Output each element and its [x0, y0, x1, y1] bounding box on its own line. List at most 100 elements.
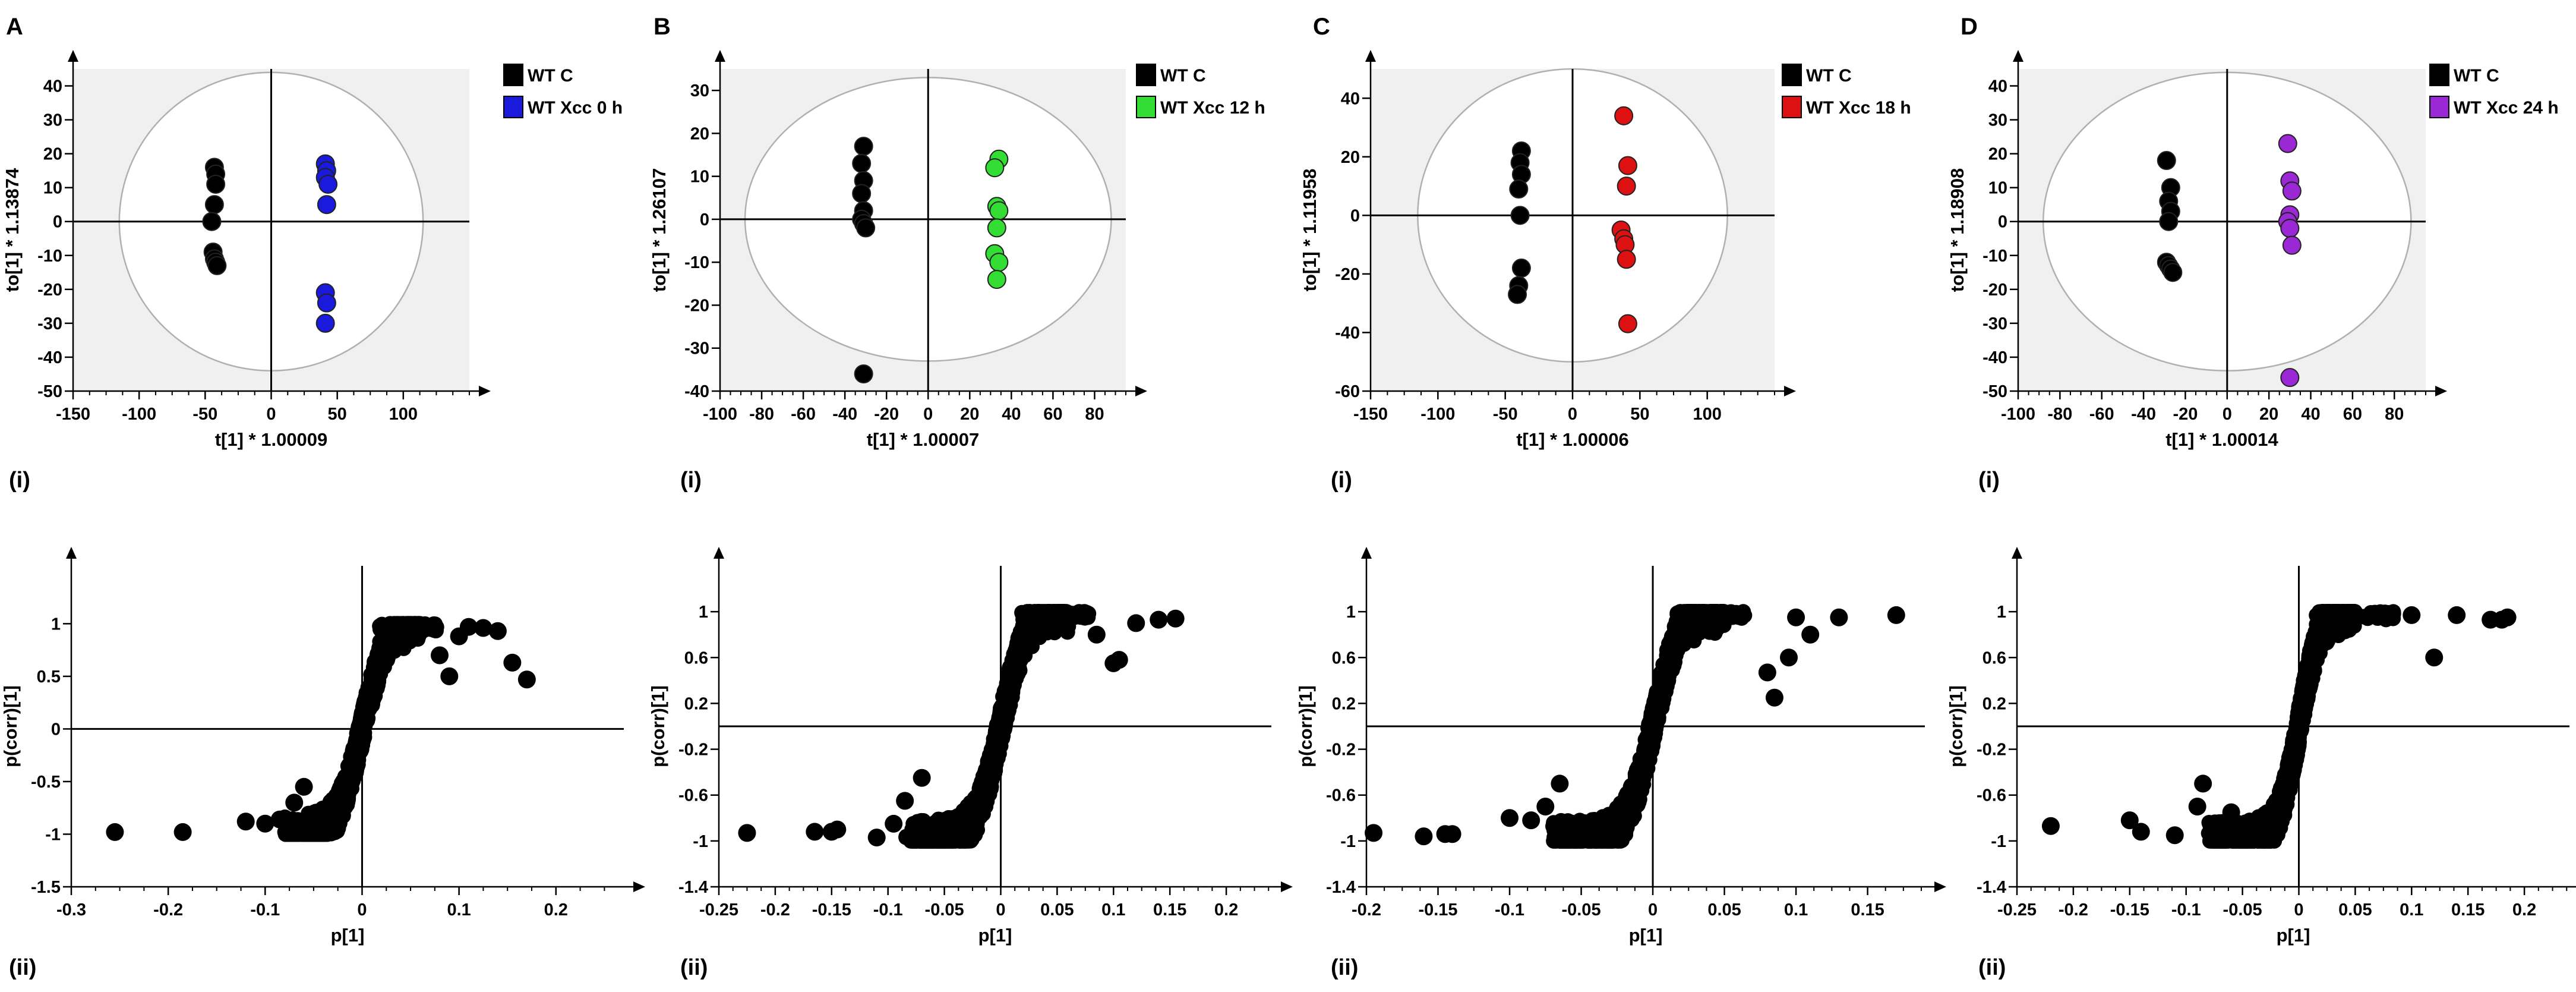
data-point: [2159, 212, 2179, 231]
x-axis-arrow: [633, 881, 645, 892]
y-tick-label: 10: [1988, 179, 2007, 198]
x-axis-title: p[1]: [331, 925, 365, 946]
x-tick-label: -0.1: [250, 900, 280, 919]
y-tick-label: 0.6: [1982, 648, 2006, 667]
variable-cloud: [277, 616, 444, 842]
chart-5: -0.25 -0.2 -0.15 -0.1 -0.05 0 0.05 0.1 0.15 0.2 -1…: [648, 547, 1293, 946]
variable-point: [303, 819, 319, 835]
x-tick-label: 0.05: [2338, 900, 2372, 919]
legend-label: WT C: [528, 66, 573, 86]
y-axis-title: p(corr)[1]: [1946, 685, 1966, 767]
variable-point: [1681, 604, 1697, 621]
x-tick-label: -150: [56, 405, 90, 424]
data-point: [913, 769, 931, 787]
x-tick-label: 0.1: [447, 900, 471, 919]
data-point: [450, 627, 468, 645]
data-point: [1887, 606, 1905, 624]
y-tick-label: -1: [693, 832, 708, 851]
data-point: [207, 256, 227, 275]
data-point: [315, 313, 335, 333]
x-axis-title: p[1]: [978, 925, 1012, 946]
variable-point: [1077, 604, 1093, 620]
outlier-points: [2041, 606, 2517, 845]
y-tick-label: 1: [1346, 603, 1356, 622]
panel-c: C (i) (ii): [1313, 14, 1358, 980]
data-point: [2282, 181, 2302, 201]
variable-point: [378, 642, 394, 658]
x-tick-label: -150: [1353, 405, 1388, 424]
data-point: [2222, 803, 2240, 821]
data-point: [2278, 134, 2297, 153]
data-point: [1787, 608, 1805, 626]
series-control: [852, 137, 876, 384]
legend-swatch: [1136, 96, 1156, 118]
y-tick-label: -1.4: [1326, 878, 1356, 897]
y-tick-label: 0: [1998, 213, 2007, 232]
variable-point: [375, 657, 391, 673]
data-point: [318, 174, 338, 194]
y-tick-label: 20: [43, 145, 62, 164]
data-point: [295, 777, 313, 796]
data-point: [2403, 606, 2421, 624]
data-point: [270, 810, 289, 829]
y-axis-title: to[1] * 1.18908: [1947, 168, 1968, 292]
y-tick-label: -10: [37, 247, 62, 266]
x-tick-label: -0.05: [925, 900, 964, 919]
x-tick-label: -0.1: [1495, 900, 1524, 919]
x-tick-label: -0.25: [699, 900, 738, 919]
sublabel-d-ii: (ii): [1978, 955, 2006, 980]
variable-point: [1669, 605, 1685, 621]
data-point: [1536, 798, 1555, 815]
x-tick-label: 40: [2301, 405, 2320, 424]
data-point: [503, 653, 522, 672]
y-axis-title: p(corr)[1]: [648, 685, 668, 767]
variable-point: [2290, 742, 2306, 758]
legend: WT C WT Xcc 0 h: [503, 64, 623, 118]
y-tick-label: 30: [1988, 111, 2007, 130]
data-point: [1415, 827, 1433, 846]
variable-point: [907, 830, 923, 846]
variable-point: [2296, 679, 2312, 695]
variable-point: [956, 829, 973, 845]
variable-cloud: [898, 604, 1097, 849]
sublabel-c-i: (i): [1331, 468, 1352, 493]
x-tick-label: -0.05: [1561, 900, 1600, 919]
data-point: [1509, 179, 1529, 199]
variable-point: [2289, 726, 2305, 742]
legend-swatch: [1782, 96, 1802, 118]
legend-swatch: [2429, 96, 2449, 118]
data-point: [1150, 610, 1168, 629]
legend: WT C WT Xcc 18 h: [1782, 64, 1911, 118]
x-axis-title: t[1] * 1.00014: [2165, 429, 2278, 450]
data-point: [2280, 368, 2300, 388]
y-tick-label: 0: [51, 720, 61, 739]
chart-3: -100 -80 -60 -40 -20 0 20 40 60 80-50-40-30-20-10…: [1947, 50, 2559, 450]
variable-cloud: [1545, 604, 1753, 849]
panel-d: D (i) (ii): [1961, 14, 2006, 980]
data-point: [854, 137, 873, 156]
chart-7: -0.25 -0.2 -0.15 -0.1 -0.05 0 0.05 0.1 0.15 0.2 -1…: [1946, 547, 2576, 946]
data-point: [1618, 314, 1637, 333]
y-axis-arrow: [2012, 547, 2022, 559]
variable-point: [2271, 793, 2287, 809]
variable-point: [1631, 761, 1647, 777]
y-tick-label: 0.6: [1332, 648, 1356, 667]
y-tick-label: 0: [700, 210, 709, 229]
x-tick-label: -20: [874, 405, 899, 424]
x-tick-label: -0.25: [1997, 900, 2037, 919]
data-point: [1365, 824, 1383, 842]
y-tick-label: -1.5: [31, 878, 61, 897]
panel-b: B (i) (ii): [654, 14, 708, 980]
variable-point: [1006, 646, 1022, 662]
x-tick-label: 0: [996, 900, 1005, 919]
variable-point: [2326, 610, 2342, 626]
y-tick-label: -0.6: [1326, 786, 1356, 805]
x-tick-label: -60: [791, 405, 816, 424]
data-point: [2188, 798, 2206, 815]
x-tick-label: 0: [2294, 900, 2303, 919]
data-point: [2280, 219, 2300, 238]
panel-letter-d: D: [1961, 14, 1978, 40]
x-tick-label: -100: [2001, 405, 2035, 424]
data-point: [2163, 263, 2183, 282]
